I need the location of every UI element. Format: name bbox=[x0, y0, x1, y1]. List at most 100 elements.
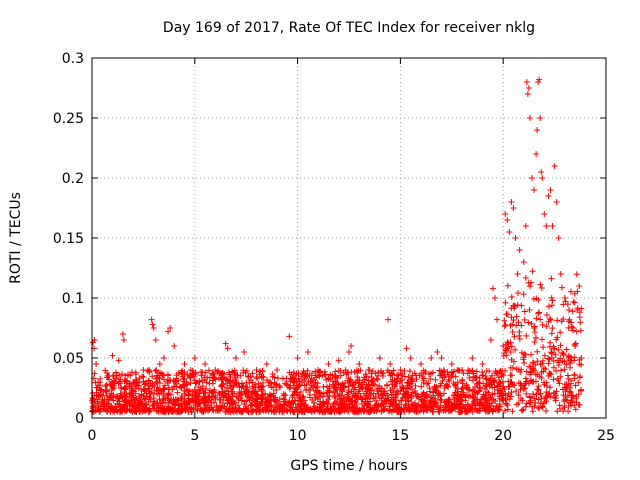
data-point bbox=[259, 373, 266, 380]
data-point bbox=[412, 382, 419, 389]
data-point bbox=[412, 372, 419, 379]
data-point bbox=[526, 306, 533, 313]
data-point bbox=[297, 389, 304, 396]
data-point bbox=[201, 374, 208, 381]
data-point bbox=[345, 404, 352, 411]
data-point bbox=[220, 393, 227, 400]
data-point bbox=[420, 367, 427, 374]
data-point bbox=[272, 406, 279, 413]
data-point bbox=[122, 397, 129, 404]
data-point bbox=[153, 372, 160, 379]
data-point bbox=[265, 398, 272, 405]
data-point bbox=[559, 349, 566, 356]
data-point bbox=[486, 382, 493, 389]
data-point bbox=[243, 388, 250, 395]
data-point bbox=[339, 400, 346, 407]
data-point bbox=[476, 399, 483, 406]
data-point bbox=[525, 85, 532, 91]
data-point bbox=[479, 361, 486, 367]
data-point bbox=[132, 369, 139, 376]
data-point bbox=[154, 378, 161, 385]
data-point bbox=[186, 372, 193, 379]
data-point bbox=[522, 375, 529, 382]
data-point bbox=[564, 397, 571, 404]
data-point bbox=[348, 406, 355, 413]
data-point bbox=[314, 393, 321, 400]
data-point bbox=[119, 331, 126, 337]
data-point bbox=[460, 389, 467, 396]
data-point bbox=[135, 399, 142, 406]
data-point bbox=[528, 175, 535, 181]
data-point bbox=[223, 405, 230, 412]
data-point bbox=[476, 387, 483, 394]
data-point bbox=[418, 383, 425, 390]
data-point bbox=[269, 373, 276, 380]
data-point bbox=[522, 274, 529, 281]
data-point bbox=[470, 377, 477, 384]
data-point bbox=[363, 373, 370, 380]
data-point bbox=[558, 318, 565, 325]
data-point bbox=[121, 392, 128, 399]
data-point bbox=[561, 381, 568, 388]
data-point bbox=[328, 405, 335, 412]
data-point bbox=[141, 388, 148, 395]
data-point bbox=[143, 401, 150, 408]
data-point bbox=[195, 384, 202, 391]
data-point bbox=[561, 295, 568, 301]
data-point bbox=[145, 408, 152, 415]
data-point bbox=[254, 388, 261, 395]
data-point bbox=[234, 402, 241, 409]
data-point bbox=[387, 361, 394, 367]
data-point bbox=[567, 288, 574, 295]
data-point bbox=[346, 349, 352, 355]
data-point bbox=[226, 408, 233, 415]
data-point bbox=[253, 367, 260, 373]
data-point bbox=[115, 357, 122, 364]
data-point bbox=[268, 384, 275, 391]
data-point bbox=[167, 376, 174, 383]
data-point bbox=[557, 342, 564, 349]
data-point bbox=[434, 349, 441, 355]
data-point bbox=[420, 391, 427, 398]
data-point bbox=[313, 388, 320, 395]
data-point bbox=[545, 193, 552, 199]
data-point bbox=[483, 367, 490, 374]
data-point bbox=[476, 400, 483, 407]
data-point bbox=[227, 400, 234, 407]
data-point bbox=[349, 403, 356, 410]
data-point bbox=[502, 321, 509, 328]
data-point bbox=[501, 317, 508, 324]
data-point bbox=[446, 378, 453, 385]
data-point bbox=[219, 399, 226, 406]
data-point bbox=[570, 298, 577, 305]
data-point bbox=[197, 369, 204, 376]
data-point bbox=[363, 390, 370, 397]
data-point bbox=[206, 380, 213, 387]
data-point bbox=[539, 357, 546, 364]
data-point bbox=[150, 401, 157, 408]
data-point bbox=[546, 390, 553, 397]
data-point bbox=[570, 392, 577, 399]
data-point bbox=[522, 385, 529, 392]
data-point bbox=[563, 346, 570, 353]
data-point bbox=[370, 395, 377, 402]
data-point bbox=[450, 380, 457, 387]
data-point bbox=[533, 391, 540, 398]
data-point bbox=[427, 398, 434, 404]
data-point bbox=[533, 315, 540, 322]
data-point bbox=[554, 375, 561, 382]
data-point bbox=[484, 403, 491, 410]
data-point bbox=[356, 361, 363, 367]
data-point bbox=[523, 79, 530, 85]
data-point bbox=[373, 408, 380, 415]
data-point bbox=[543, 223, 550, 229]
data-point bbox=[543, 382, 550, 389]
data-point bbox=[316, 400, 323, 407]
data-point bbox=[260, 374, 267, 381]
data-point bbox=[343, 371, 350, 378]
data-point bbox=[183, 378, 190, 385]
data-point bbox=[571, 354, 578, 361]
data-point bbox=[270, 396, 277, 403]
data-point bbox=[430, 389, 437, 396]
data-point bbox=[216, 402, 223, 409]
